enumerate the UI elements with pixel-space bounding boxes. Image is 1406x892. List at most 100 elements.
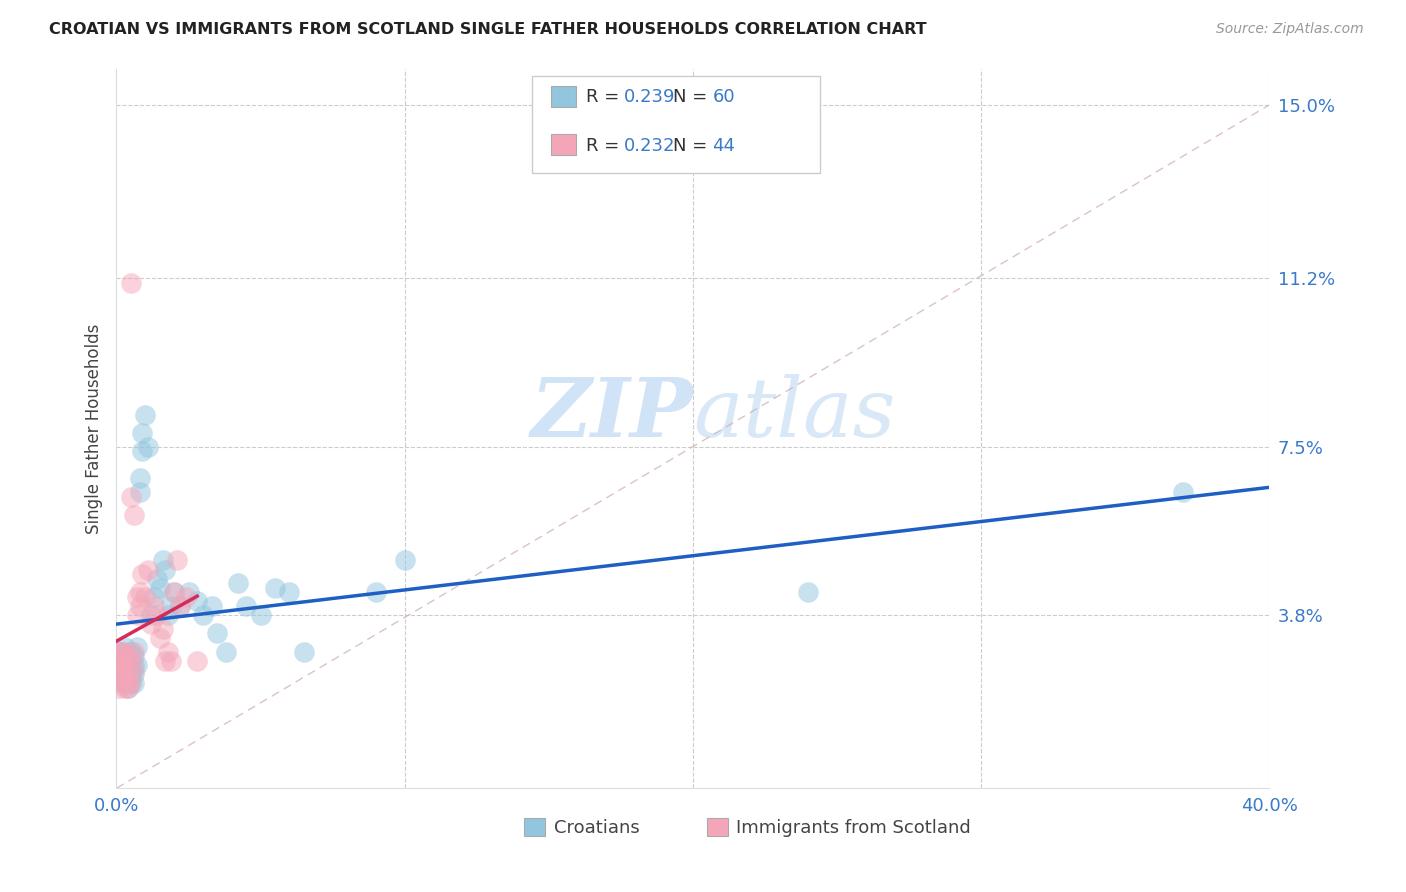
Text: N =: N = — [673, 88, 713, 106]
Point — [125, 640, 148, 654]
Point — [134, 590, 156, 604]
Text: CROATIAN VS IMMIGRANTS FROM SCOTLAND SINGLE FATHER HOUSEHOLDS CORRELATION CHART: CROATIAN VS IMMIGRANTS FROM SCOTLAND SIN… — [49, 22, 927, 37]
Point — [160, 599, 183, 613]
Point — [128, 485, 150, 500]
Point — [166, 553, 188, 567]
Point — [111, 676, 134, 690]
Point — [111, 667, 134, 681]
Point — [128, 585, 150, 599]
Point — [215, 644, 238, 658]
Point — [120, 676, 142, 690]
Text: R =: R = — [586, 88, 624, 106]
Point — [111, 644, 134, 658]
Point — [143, 590, 166, 604]
Point — [117, 649, 139, 664]
Text: Immigrants from Scotland: Immigrants from Scotland — [737, 820, 972, 838]
Point — [264, 581, 287, 595]
Text: N =: N = — [673, 136, 713, 154]
Point — [169, 599, 191, 613]
Point — [134, 408, 156, 422]
Point — [186, 594, 208, 608]
Point — [114, 658, 136, 673]
Text: ZIP: ZIP — [530, 374, 693, 454]
Point — [797, 585, 820, 599]
Point — [111, 658, 134, 673]
Point — [114, 658, 136, 673]
Point — [122, 667, 145, 681]
Point — [122, 649, 145, 664]
Point — [131, 444, 153, 458]
Point — [114, 681, 136, 695]
Point — [139, 608, 162, 623]
Point — [174, 590, 197, 604]
Point — [136, 563, 159, 577]
Point — [108, 663, 131, 677]
Point — [108, 681, 131, 695]
Text: Croatians: Croatians — [554, 820, 640, 838]
Point — [125, 608, 148, 623]
Point — [120, 644, 142, 658]
Point — [125, 658, 148, 673]
Text: atlas: atlas — [693, 374, 896, 454]
Point — [114, 676, 136, 690]
Point — [186, 654, 208, 668]
Point — [120, 490, 142, 504]
Point — [394, 553, 416, 567]
FancyBboxPatch shape — [551, 135, 576, 155]
Point — [122, 663, 145, 677]
Point — [139, 617, 162, 632]
Point — [249, 608, 271, 623]
Point — [149, 581, 172, 595]
Point — [143, 599, 166, 613]
Point — [111, 676, 134, 690]
Point — [120, 676, 142, 690]
Point — [191, 608, 214, 623]
Point — [114, 667, 136, 681]
Point — [122, 508, 145, 522]
Point — [1171, 485, 1194, 500]
Point — [120, 276, 142, 290]
Point — [292, 644, 315, 658]
Point — [125, 590, 148, 604]
Point — [122, 676, 145, 690]
Point — [108, 654, 131, 668]
Point — [200, 599, 222, 613]
Text: 0.239: 0.239 — [624, 88, 675, 106]
Point — [163, 585, 186, 599]
Point — [122, 644, 145, 658]
Y-axis label: Single Father Households: Single Father Households — [86, 323, 103, 533]
Point — [108, 672, 131, 686]
Point — [155, 654, 177, 668]
Point — [108, 644, 131, 658]
Point — [155, 563, 177, 577]
Text: Source: ZipAtlas.com: Source: ZipAtlas.com — [1216, 22, 1364, 37]
Point — [111, 644, 134, 658]
Point — [117, 681, 139, 695]
Point — [117, 649, 139, 664]
Point — [108, 667, 131, 681]
Point — [122, 658, 145, 673]
Point — [163, 585, 186, 599]
Point — [114, 640, 136, 654]
Point — [131, 425, 153, 440]
Point — [111, 667, 134, 681]
Point — [117, 681, 139, 695]
Point — [120, 654, 142, 668]
Point — [278, 585, 301, 599]
Point — [111, 658, 134, 673]
Point — [364, 585, 387, 599]
Point — [226, 576, 249, 591]
Point — [157, 644, 180, 658]
Point — [152, 622, 174, 636]
Point — [149, 631, 172, 645]
Point — [117, 672, 139, 686]
Point — [117, 663, 139, 677]
Point — [108, 644, 131, 658]
Point — [169, 599, 191, 613]
Point — [157, 608, 180, 623]
Text: R =: R = — [586, 136, 624, 154]
Text: 44: 44 — [713, 136, 735, 154]
Point — [108, 654, 131, 668]
Point — [152, 553, 174, 567]
Point — [177, 585, 200, 599]
